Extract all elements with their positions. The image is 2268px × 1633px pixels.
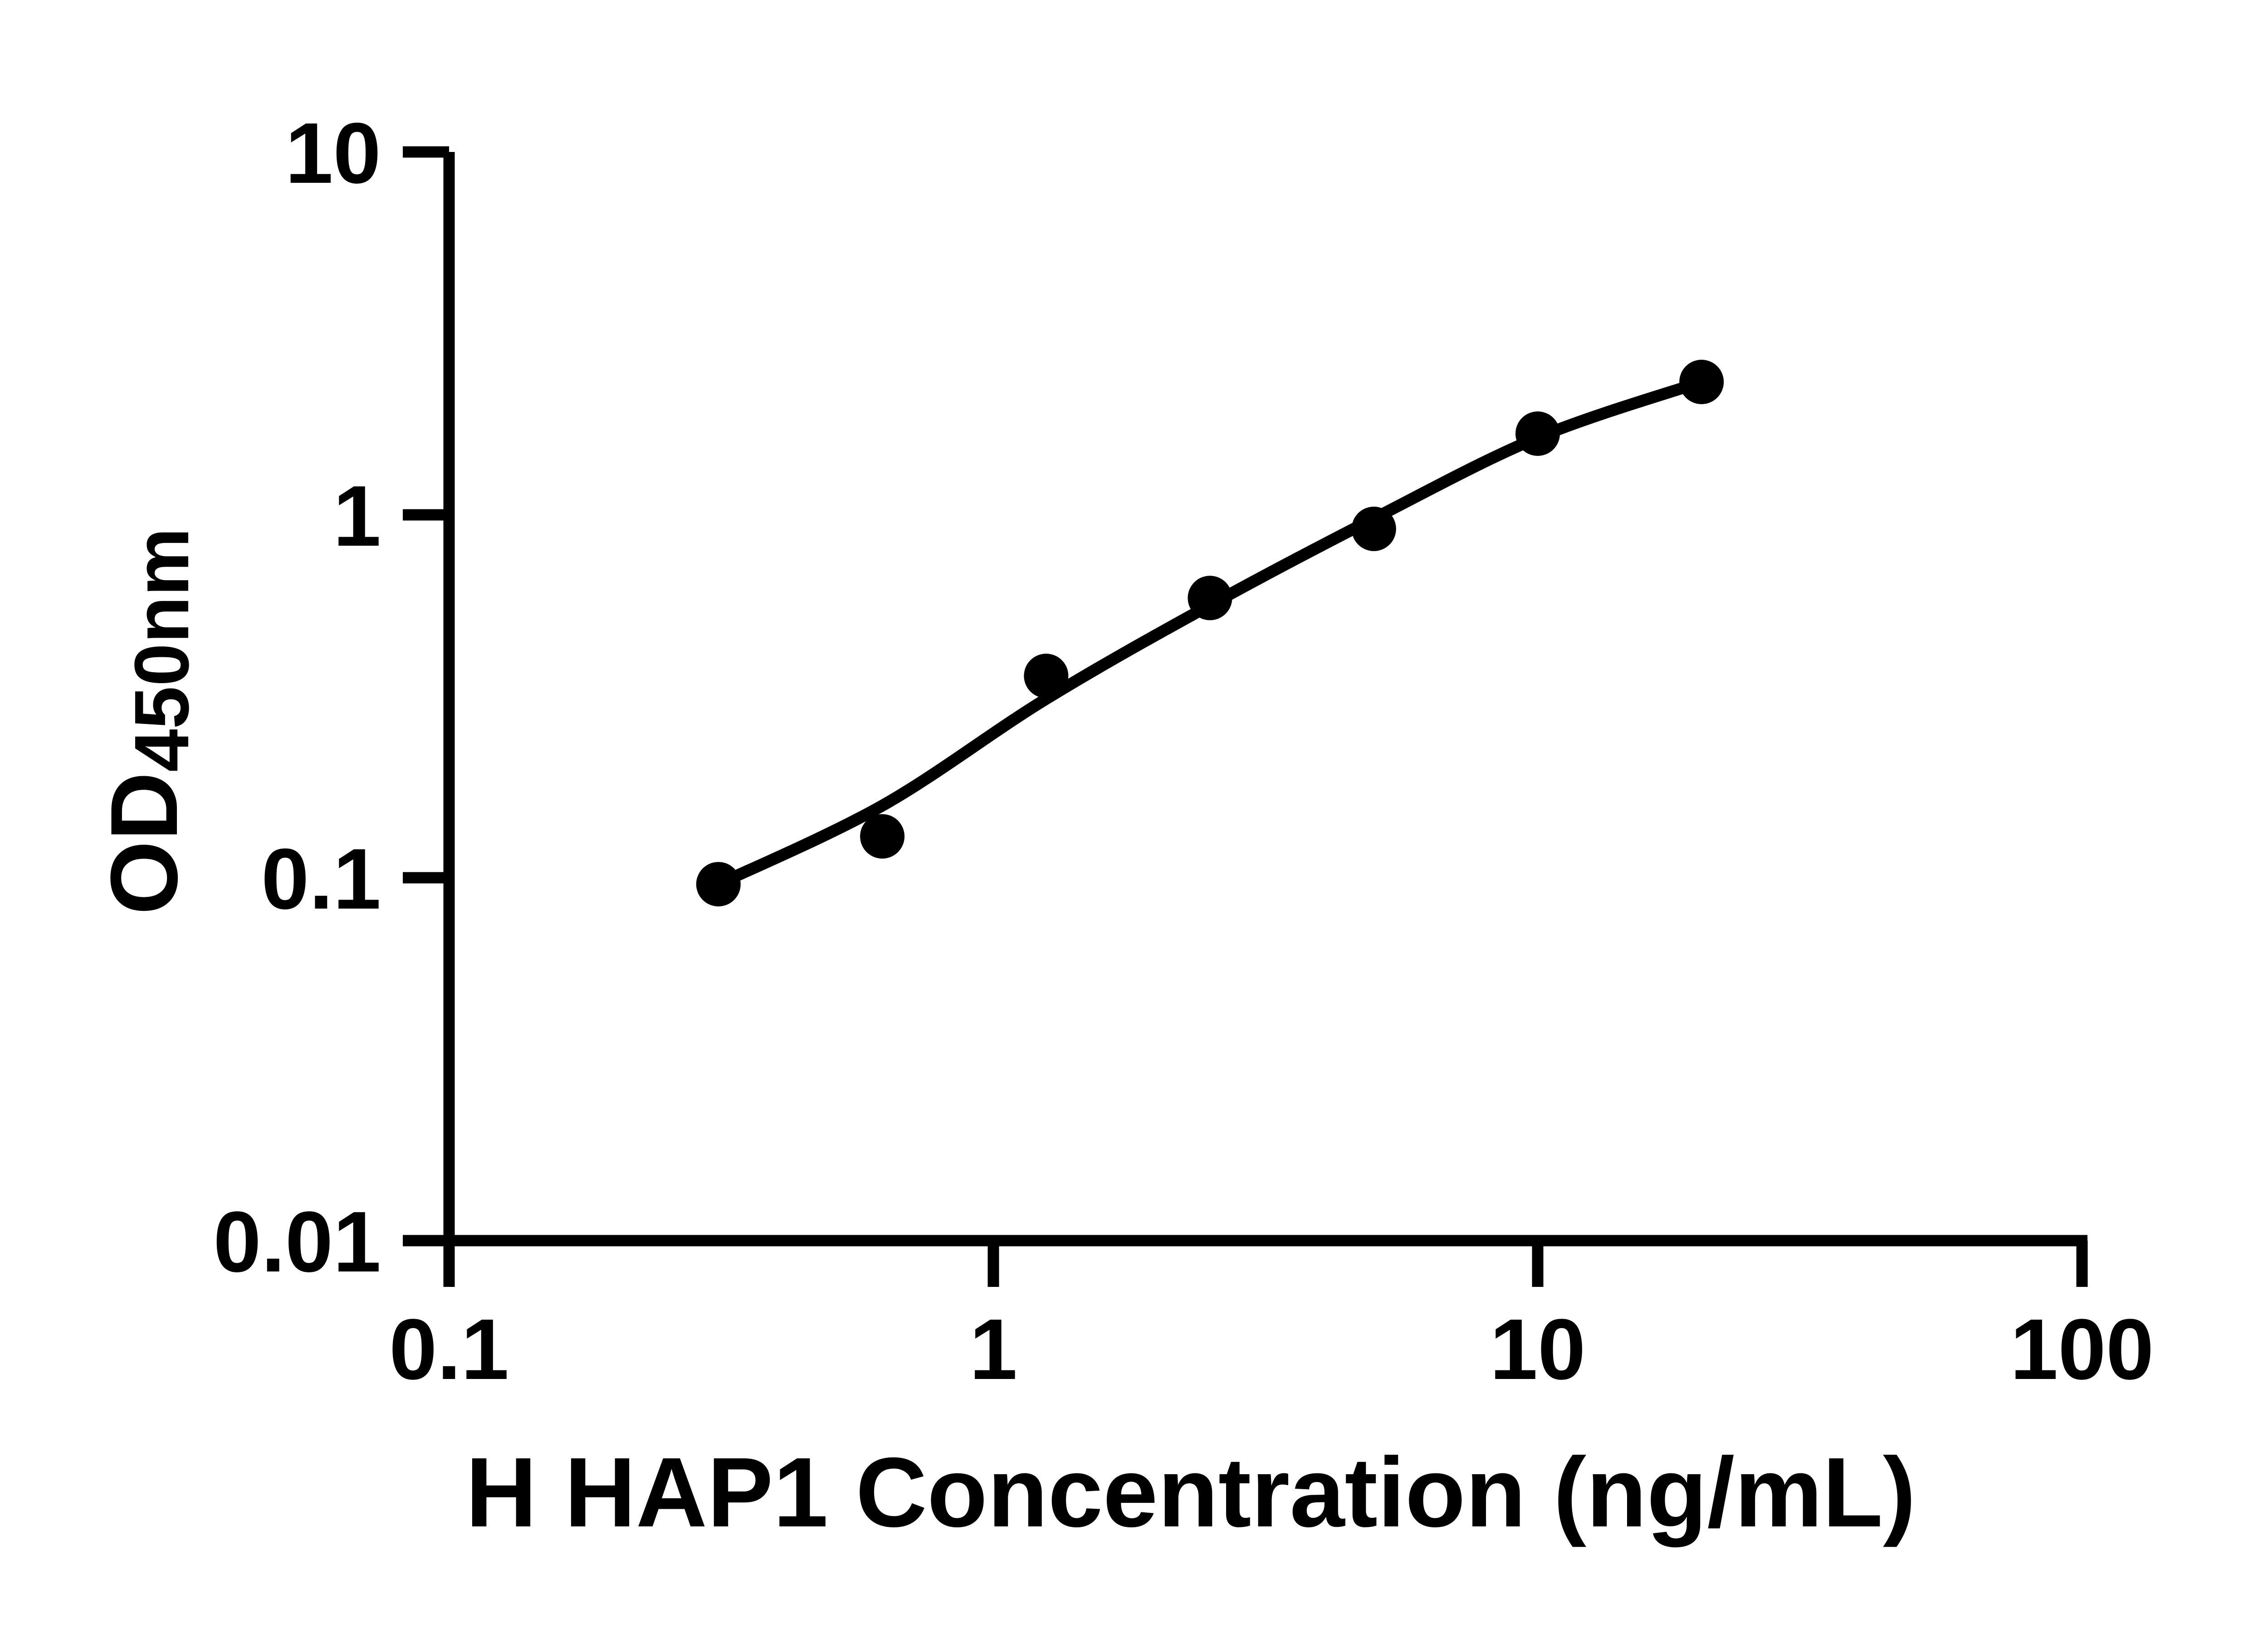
x-axis-title: H HAP1 Concentration (ng/mL) (465, 1437, 1916, 1548)
axis-ticks (403, 146, 2088, 1287)
data-point-marker (696, 862, 741, 907)
data-point-marker (1024, 654, 1069, 698)
y-tick-label: 0.1 (261, 831, 381, 927)
data-point-marker (1515, 411, 1560, 456)
x-tick-label: 100 (2010, 1301, 2154, 1398)
y-axis-title: OD450nm (91, 528, 205, 915)
data-point-marker (1679, 360, 1724, 404)
y-tick-label: 0.01 (213, 1194, 381, 1290)
x-tick-label: 1 (969, 1301, 1017, 1398)
data-point-marker (1351, 506, 1396, 551)
fit-curve-layer (712, 376, 1708, 890)
y-axis-title-subscript: 450nm (119, 528, 205, 772)
y-axis-title-main: OD (91, 772, 197, 915)
data-point-marker (1188, 576, 1232, 621)
x-tick-label: 0.1 (389, 1301, 509, 1398)
data-point-marker (860, 814, 905, 859)
x-tick-label: 10 (1490, 1301, 1585, 1398)
fit-curve (712, 376, 1708, 890)
y-tick-label: 1 (333, 468, 381, 564)
axes (403, 152, 2087, 1287)
y-tick-label: 10 (285, 105, 381, 201)
data-points-layer (696, 360, 1724, 907)
